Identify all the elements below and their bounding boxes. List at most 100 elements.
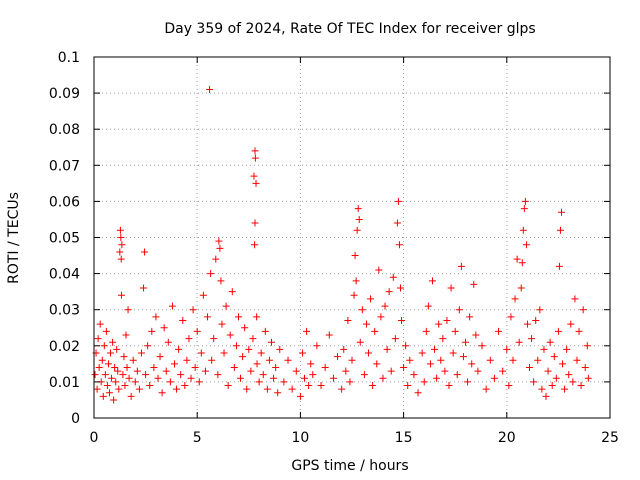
data-point [441,367,449,375]
data-point [422,327,430,335]
data-point [115,385,123,393]
data-point [276,345,284,353]
data-point [158,389,166,397]
data-point [175,345,183,353]
data-point [249,335,257,343]
data-point [561,385,569,393]
data-point [197,349,205,357]
data-point [119,371,127,379]
data-point [317,382,325,390]
data-point [455,306,463,314]
data-point [571,295,579,303]
data-point [183,356,191,364]
data-point [556,226,564,234]
data-point [385,288,393,296]
data-point [468,360,476,368]
data-point [170,360,178,368]
data-point [518,259,526,267]
data-point [284,356,292,364]
y-tick-label: 0.07 [49,158,80,174]
data-point [154,374,162,382]
data-point [112,378,120,386]
y-tick-label: 0.1 [58,50,80,66]
data-point [519,226,527,234]
data-point [437,356,445,364]
data-point [166,378,174,386]
data-point [263,385,271,393]
data-point [251,147,259,155]
data-point [303,327,311,335]
data-point [193,327,201,335]
data-point [131,378,139,386]
data-point [109,338,117,346]
data-point [581,363,589,371]
data-point [114,367,122,375]
data-point [272,363,280,371]
data-point [108,374,116,382]
data-point [470,280,478,288]
x-tick-label: 25 [601,430,619,446]
data-point [142,371,150,379]
data-point [569,378,577,386]
data-point [459,353,467,361]
data-point [116,226,124,234]
data-point [292,367,300,375]
data-point [107,349,115,357]
data-point [507,313,515,321]
data-point [162,367,170,375]
data-point [482,385,490,393]
data-point [93,385,101,393]
data-point [356,338,364,346]
data-point [424,302,432,310]
data-point [410,371,418,379]
x-tick-label: 10 [291,430,309,446]
data-point [234,313,242,321]
data-point [214,371,222,379]
data-point [215,237,223,245]
x-axis-label: GPS time / hours [291,458,408,474]
data-point [261,327,269,335]
y-tick-label: 0 [71,411,80,427]
data-point [101,371,109,379]
data-point [141,248,149,256]
data-point [201,367,209,375]
data-point [555,262,563,270]
y-tick-label: 0.04 [49,267,80,283]
data-point [255,378,263,386]
data-point [406,356,414,364]
data-point [239,353,247,361]
data-point [449,349,457,357]
data-point [344,317,352,325]
data-point [414,389,422,397]
data-point [288,385,296,393]
data-point [393,219,401,227]
data-point [122,331,130,339]
x-tick-label: 15 [395,430,413,446]
data-point [220,349,228,357]
data-point [204,313,212,321]
data-point [373,360,381,368]
data-point [150,363,158,371]
data-point [567,320,575,328]
data-point [105,389,113,397]
data-point [573,356,581,364]
data-point [398,317,406,325]
data-point [224,382,232,390]
data-point [94,335,102,343]
data-point [307,360,315,368]
data-point [451,327,459,335]
data-point [521,197,529,205]
data-point [464,378,472,386]
data-point [199,291,207,299]
data-point [351,252,359,260]
data-points [91,85,592,404]
data-point [377,313,385,321]
data-point [218,320,226,328]
data-point [579,306,587,314]
data-point [230,363,238,371]
data-point [379,374,387,382]
data-point [206,85,214,93]
data-point [185,335,193,343]
data-point [222,302,230,310]
data-point [559,360,567,368]
